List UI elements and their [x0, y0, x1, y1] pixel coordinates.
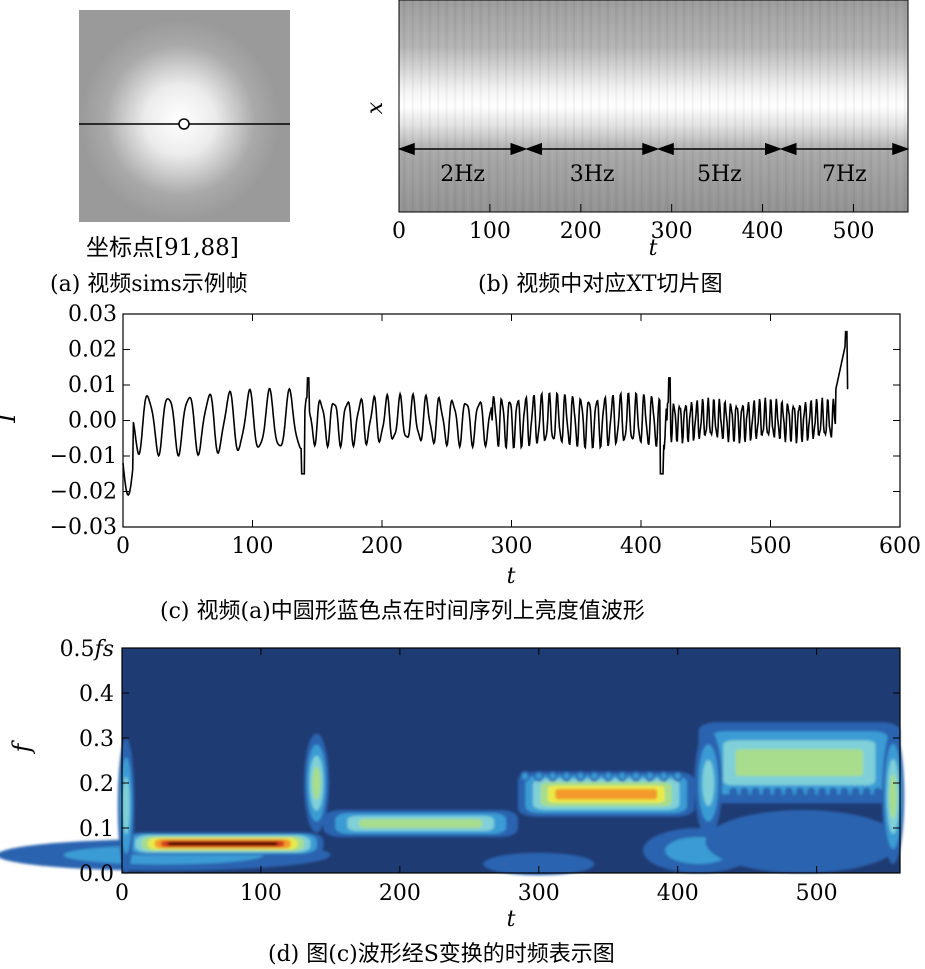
arrow-head-left [397, 142, 415, 156]
caption-b: (b) 视频中对应XT切片图 [478, 272, 723, 297]
ytick-label-c: 0.02 [68, 338, 117, 363]
transition-lobe [483, 852, 595, 876]
arrow-head-left [779, 142, 797, 156]
arrow-head-left [525, 142, 542, 156]
ytick-label-c: −0.03 [50, 515, 117, 540]
panel-d-s-transform: 0 100 200 300 400 500 0.4 0.3 0.2 0.1 0.0 0.5fs f t [0, 637, 905, 932]
transient-420 [702, 759, 715, 807]
ytick-label-d: 0.0 [79, 862, 114, 887]
ripple-7hz [729, 787, 738, 797]
ripple-7hz [829, 787, 838, 797]
ripple-7hz [773, 787, 782, 797]
ytick-label-d: 0.1 [79, 817, 114, 842]
band-7hz [735, 749, 864, 777]
ripple-7hz [851, 787, 860, 797]
ripple-7hz [818, 787, 827, 797]
xtick-label-c: 100 [232, 534, 274, 559]
ripple-5hz [647, 773, 653, 780]
arrow-head-right [765, 142, 782, 156]
ripple-5hz [591, 773, 598, 780]
xt-image [399, 0, 908, 212]
panel-c-waveform: 0 100 200 300 400 500 600 0.03 0.02 0.01 0.00 −0.01… [0, 302, 921, 589]
xtick-label-d: 200 [379, 881, 421, 906]
transient-560 [889, 774, 897, 819]
ripple-7hz [873, 787, 882, 797]
xtick-label-b: 100 [469, 219, 511, 244]
xtick-label-d: 100 [240, 881, 282, 906]
ripple-5hz [577, 773, 584, 780]
ripple-7hz [806, 787, 816, 797]
xtick-label-c: 0 [116, 534, 130, 559]
ylabel-b: x [363, 101, 388, 114]
coord-label: 坐标点[91,88] [86, 235, 239, 261]
ripple-5hz [563, 773, 570, 780]
ytick-label-c: 0.00 [68, 409, 117, 434]
ripple-5hz [521, 773, 528, 780]
xtick-label-b: 300 [651, 219, 693, 244]
ytick-label-c: −0.02 [50, 480, 117, 505]
ytick-label-c: 0.01 [68, 373, 117, 398]
panel-a-frame [79, 10, 290, 222]
ylabel-d: f [8, 739, 36, 754]
xtick-label-b: 400 [742, 219, 784, 244]
ripple-7hz [762, 787, 771, 797]
ripple-7hz [784, 787, 794, 797]
ytick-label-d: 0.3 [79, 727, 114, 752]
xtick-label-c: 400 [620, 534, 662, 559]
ripple-7hz [862, 787, 871, 797]
ripple-5hz [660, 773, 667, 780]
segment-label: 7Hz [822, 162, 867, 187]
xlabel-d: t [507, 907, 516, 932]
arrow-head-right [510, 142, 528, 156]
xtick-label-d: 0 [115, 881, 129, 906]
caption-d: (d) 图(c)波形经S变换的时频表示图 [268, 942, 615, 967]
high-freq-lobe [705, 810, 900, 873]
ripple-7hz [840, 787, 849, 797]
xtick-label-c: 600 [879, 534, 921, 559]
xtick-label-b: 500 [832, 219, 874, 244]
xtick-label-c: 500 [750, 534, 792, 559]
xtick-label-c: 200 [361, 534, 403, 559]
ytick-label-c: 0.03 [68, 302, 117, 327]
ripple-5hz [674, 773, 681, 780]
ripple-5hz [549, 773, 556, 780]
segment-label: 3Hz [570, 162, 615, 187]
ylabel-c: I [0, 413, 21, 424]
ytick-label-d: 0.2 [79, 772, 114, 797]
xtick-label-d: 300 [518, 881, 560, 906]
transient-0 [122, 776, 130, 835]
arrow-head-left [656, 142, 674, 156]
xtick-label-b: 0 [392, 219, 406, 244]
panel-b-xt-slice: 2Hz 3Hz 5Hz 7Hz 0 100 200 300 400 500 x t [363, 0, 910, 261]
xlabel-c: t [507, 564, 516, 589]
transient-140 [312, 766, 321, 800]
ripple-5hz [535, 773, 542, 780]
xtick-label-d: 400 [657, 881, 699, 906]
ripple-7hz [740, 787, 749, 797]
segment-label: 5Hz [697, 162, 742, 187]
caption-c: (c) 视频(a)中圆形蓝色点在时间序列上亮度值波形 [160, 599, 645, 624]
ytick-label-d-top: 0.5fs [60, 637, 114, 662]
ytick-label-c: −0.01 [50, 444, 117, 469]
band-3hz [359, 819, 483, 828]
waveform-line [122, 330, 849, 497]
xtick-label-b: 200 [560, 219, 602, 244]
arrow-head-right [642, 142, 660, 156]
xtick-label-d: 500 [796, 881, 838, 906]
ytick-label-d: 0.4 [79, 682, 114, 707]
arrow-head-right [892, 142, 910, 156]
xtick-label-c: 300 [491, 534, 533, 559]
xlabel-b: t [649, 236, 658, 261]
sample-point-marker [178, 118, 190, 130]
caption-a: (a) 视频sims示例帧 [50, 272, 248, 297]
ripple-5hz [619, 773, 626, 780]
ripple-7hz [751, 787, 760, 797]
ripple-5hz [605, 773, 612, 780]
segment-label: 2Hz [440, 162, 485, 187]
ripple-5hz [633, 773, 639, 780]
band-2hz [167, 841, 278, 846]
ripple-7hz [795, 787, 805, 797]
band-5hz [555, 789, 658, 800]
